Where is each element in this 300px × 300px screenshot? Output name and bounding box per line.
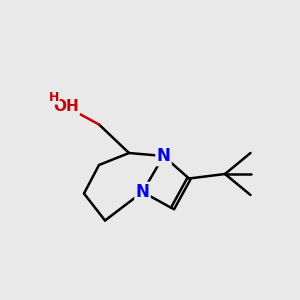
Text: H: H: [49, 91, 59, 104]
Text: OH: OH: [53, 99, 79, 114]
Text: N: N: [136, 183, 149, 201]
Text: N: N: [157, 147, 170, 165]
